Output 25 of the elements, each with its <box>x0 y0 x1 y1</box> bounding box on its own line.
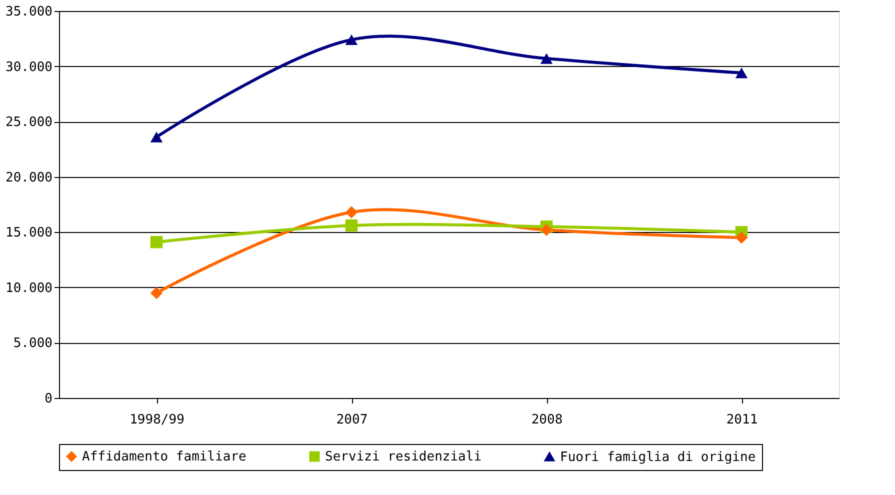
y-tick-label: 15.000 <box>6 226 52 241</box>
point <box>540 53 553 64</box>
y-tick-label: 5.000 <box>13 336 52 352</box>
point <box>150 132 163 142</box>
point <box>345 219 358 232</box>
y-tick-label: 0 <box>44 392 52 406</box>
point <box>735 68 748 78</box>
x-tick-label: 2007 <box>336 412 368 428</box>
point <box>735 232 748 244</box>
point <box>540 224 553 236</box>
y-tick-label: 10.000 <box>6 280 52 296</box>
point <box>345 34 358 46</box>
y-tick-label: 30.000 <box>6 60 52 75</box>
x-tick-label: 2008 <box>531 412 563 428</box>
point <box>150 286 163 300</box>
y-tick-label: 35.000 <box>6 4 52 20</box>
x-tick-label: 1998/99 <box>130 412 184 428</box>
legend-label: Affidamento familiare <box>82 450 247 465</box>
point <box>150 236 163 248</box>
y-tick-label: 20.000 <box>6 170 52 186</box>
x-tick-label: 2011 <box>726 412 758 428</box>
legend-label: Fuori famiglia di origine <box>560 450 756 465</box>
point <box>345 206 358 218</box>
y-tick-label: 25.000 <box>6 115 52 130</box>
legend-label: Servizi residenziali <box>325 450 482 465</box>
